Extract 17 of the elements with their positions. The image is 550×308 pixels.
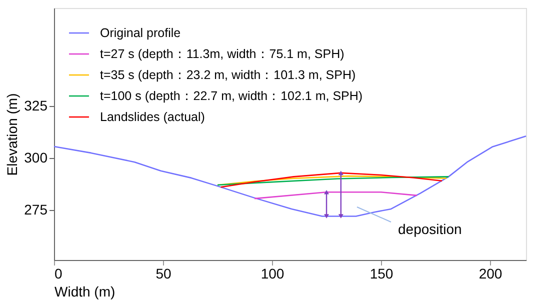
y-tick-label: 300 <box>24 149 48 166</box>
legend-label: Original profile <box>100 26 181 40</box>
y-axis-title: Elevation (m) <box>4 93 20 176</box>
line-series <box>53 135 527 217</box>
x-tick-label: 200 <box>478 266 502 282</box>
x-tick-label: 100 <box>260 266 284 282</box>
y-tick-label: 325 <box>24 97 48 114</box>
legend-label: Landslides (actual) <box>100 110 205 124</box>
legend-label: t=35 s (depth：23.2 m, width：101.3 m, SPH) <box>100 68 356 82</box>
x-tick-label: 0 <box>54 266 62 282</box>
legend-label: t=27 s (depth：11.3m, width：75.1 m, SPH) <box>100 47 344 61</box>
x-tick-label: 50 <box>156 266 172 282</box>
x-axis-title: Width (m) <box>54 284 116 300</box>
legend-label: t=100 s (depth：22.7 m, width：102.1 m, SPH) <box>100 89 363 103</box>
x-tick-label: 150 <box>370 266 394 282</box>
annotation: deposition <box>398 221 462 237</box>
y-tick-label: 275 <box>24 202 48 218</box>
